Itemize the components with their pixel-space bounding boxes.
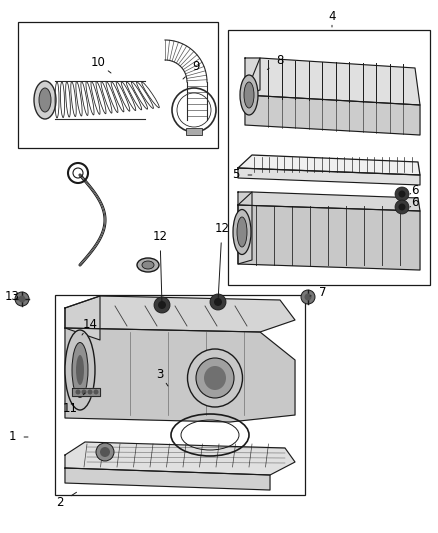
Circle shape [15, 292, 29, 306]
Ellipse shape [240, 75, 258, 115]
Circle shape [75, 390, 81, 394]
Circle shape [158, 301, 166, 309]
Text: 14: 14 [82, 318, 98, 335]
Circle shape [399, 190, 406, 198]
Ellipse shape [142, 261, 154, 269]
Ellipse shape [39, 88, 51, 112]
Polygon shape [65, 296, 295, 332]
Polygon shape [65, 296, 100, 340]
Polygon shape [238, 168, 420, 185]
Polygon shape [72, 388, 100, 396]
Text: 4: 4 [328, 10, 336, 27]
Text: 12: 12 [215, 222, 230, 298]
Polygon shape [65, 468, 270, 490]
Text: 9: 9 [183, 61, 200, 79]
Text: 8: 8 [267, 53, 284, 69]
Ellipse shape [233, 209, 251, 254]
Circle shape [301, 290, 315, 304]
Ellipse shape [137, 258, 159, 272]
Circle shape [210, 294, 226, 310]
Ellipse shape [65, 330, 95, 410]
Text: 6: 6 [410, 197, 419, 209]
Circle shape [214, 298, 222, 306]
Circle shape [304, 294, 311, 301]
Polygon shape [238, 192, 420, 211]
Ellipse shape [196, 358, 234, 398]
Circle shape [100, 447, 110, 457]
Text: 12: 12 [152, 230, 167, 301]
Bar [55, 295, 305, 495]
Ellipse shape [34, 81, 56, 119]
Text: 2: 2 [56, 492, 77, 510]
Circle shape [81, 390, 86, 394]
Text: 6: 6 [410, 183, 419, 197]
Polygon shape [65, 442, 295, 475]
Text: 5: 5 [232, 168, 252, 182]
Ellipse shape [187, 349, 243, 407]
Polygon shape [245, 58, 420, 105]
Polygon shape [245, 58, 260, 95]
Circle shape [395, 187, 409, 201]
Bar [18, 22, 218, 148]
Polygon shape [238, 155, 420, 175]
Polygon shape [65, 328, 295, 422]
Text: 3: 3 [156, 367, 168, 386]
Text: 10: 10 [91, 56, 111, 73]
Circle shape [88, 390, 92, 394]
Circle shape [96, 443, 114, 461]
Text: 13: 13 [4, 289, 19, 303]
Polygon shape [238, 192, 252, 264]
Circle shape [154, 297, 170, 313]
Circle shape [395, 200, 409, 214]
Ellipse shape [244, 82, 254, 108]
Ellipse shape [72, 343, 88, 398]
Circle shape [399, 204, 406, 211]
Bar [186, 128, 202, 135]
Ellipse shape [204, 366, 226, 390]
Text: 7: 7 [310, 287, 327, 300]
Polygon shape [245, 95, 420, 135]
Ellipse shape [76, 355, 84, 385]
Text: 11: 11 [63, 393, 85, 415]
Circle shape [18, 295, 25, 303]
Text: 1: 1 [8, 431, 28, 443]
Bar [228, 30, 430, 285]
Ellipse shape [237, 217, 247, 247]
Circle shape [93, 390, 99, 394]
Polygon shape [238, 205, 420, 270]
